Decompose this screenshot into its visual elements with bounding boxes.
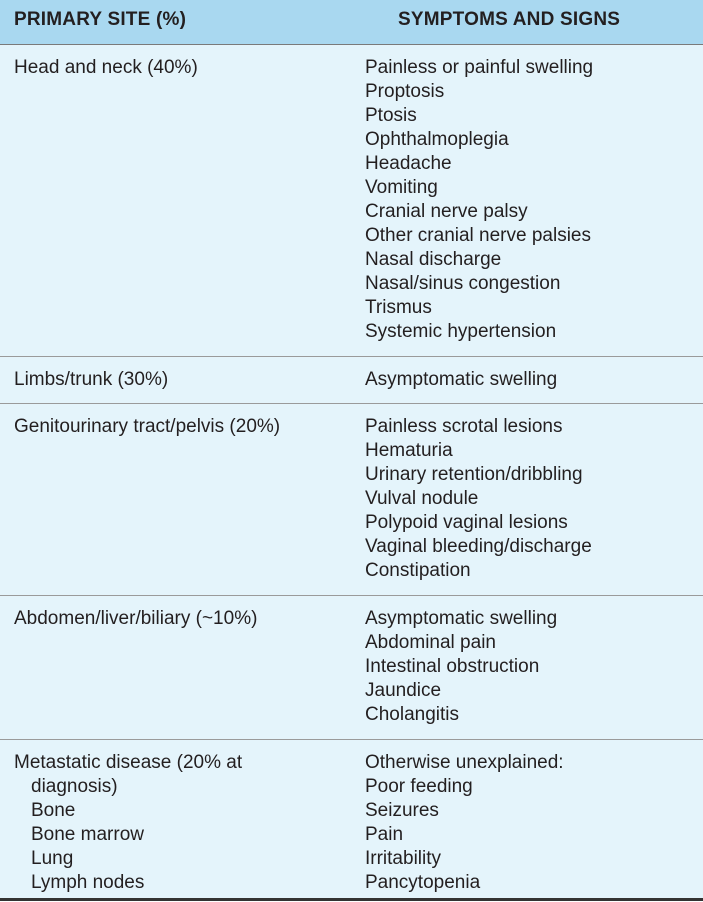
site-cell: Genitourinary tract/pelvis (20%): [14, 415, 344, 439]
symptom-item: Constipation: [365, 560, 471, 581]
site-line: Head and neck (40%): [14, 57, 198, 78]
symptom-item: Polypoid vaginal lesions: [365, 512, 568, 533]
table-bottom-rule: [0, 898, 703, 901]
site-cell: Metastatic disease (20% at diagnosis) Bo…: [14, 751, 344, 895]
symptom-item: Pancytopenia: [365, 872, 481, 893]
symptoms-cell: Painless or painful swelling Proptosis P…: [365, 56, 593, 344]
symptom-item: Irritability: [365, 848, 442, 869]
table-row: Abdomen/liver/biliary (~10%) Asymptomati…: [0, 596, 703, 740]
header-primary-site: PRIMARY SITE (%): [14, 9, 187, 30]
site-line: Genitourinary tract/pelvis (20%): [14, 416, 281, 437]
symptoms-cell: Asymptomatic swelling: [365, 368, 557, 392]
symptom-item: Nasal/sinus congestion: [365, 273, 561, 294]
symptom-item: Poor feeding: [365, 776, 473, 797]
symptom-item: Headache: [365, 153, 452, 174]
symptom-item: Painless or painful swelling: [365, 57, 594, 78]
symptoms-cell: Otherwise unexplained: Poor feeding Seiz…: [365, 751, 564, 895]
symptom-item: Seizures: [365, 800, 439, 821]
symptom-item: Urinary retention/dribbling: [365, 464, 583, 485]
site-cell: Abdomen/liver/biliary (~10%): [14, 607, 344, 631]
symptoms-cell: Asymptomatic swelling Abdominal pain Int…: [365, 607, 557, 727]
symptom-item: Intestinal obstruction: [365, 656, 540, 677]
table-header: PRIMARY SITE (%) SYMPTOMS AND SIGNS: [0, 0, 703, 45]
table-row: Genitourinary tract/pelvis (20%) Painles…: [0, 404, 703, 596]
table-row: Limbs/trunk (30%) Asymptomatic swelling: [0, 357, 703, 404]
symptom-item: Nasal discharge: [365, 249, 502, 270]
symptom-item: Abdominal pain: [365, 632, 496, 653]
site-cell: Head and neck (40%): [14, 56, 344, 80]
symptom-item: Otherwise unexplained:: [365, 752, 564, 773]
site-line: Limbs/trunk (30%): [14, 369, 169, 390]
symptom-item: Proptosis: [365, 81, 445, 102]
symptom-item: Vaginal bleeding/discharge: [365, 536, 592, 557]
site-line: Bone: [31, 800, 76, 821]
table-row: Metastatic disease (20% at diagnosis) Bo…: [0, 740, 703, 900]
symptom-item: Other cranial nerve palsies: [365, 225, 591, 246]
symptom-item: Ophthalmoplegia: [365, 129, 509, 150]
symptom-item: Jaundice: [365, 680, 442, 701]
site-line: Lymph nodes: [31, 872, 145, 893]
symptom-item: Cholangitis: [365, 704, 459, 725]
site-line: Lung: [31, 848, 74, 869]
symptom-item: Vulval nodule: [365, 488, 479, 509]
site-line: diagnosis): [31, 776, 118, 797]
symptom-item: Vomiting: [365, 177, 438, 198]
site-cell: Limbs/trunk (30%): [14, 368, 344, 392]
symptom-item: Painless scrotal lesions: [365, 416, 563, 437]
symptom-item: Trismus: [365, 297, 432, 318]
symptom-item: Cranial nerve palsy: [365, 201, 528, 222]
site-line: Metastatic disease (20% at: [14, 752, 243, 773]
site-line: Abdomen/liver/biliary (~10%): [14, 608, 258, 629]
symptoms-cell: Painless scrotal lesions Hematuria Urina…: [365, 415, 592, 583]
symptom-item: Systemic hypertension: [365, 321, 557, 342]
symptom-item: Asymptomatic swelling: [365, 369, 558, 390]
table-row: Head and neck (40%) Painless or painful …: [0, 45, 703, 357]
symptom-item: Hematuria: [365, 440, 453, 461]
symptom-item: Asymptomatic swelling: [365, 608, 558, 629]
header-symptoms: SYMPTOMS AND SIGNS: [398, 9, 621, 30]
symptom-item: Pain: [365, 824, 404, 845]
site-line: Bone marrow: [31, 824, 144, 845]
symptom-item: Ptosis: [365, 105, 417, 126]
